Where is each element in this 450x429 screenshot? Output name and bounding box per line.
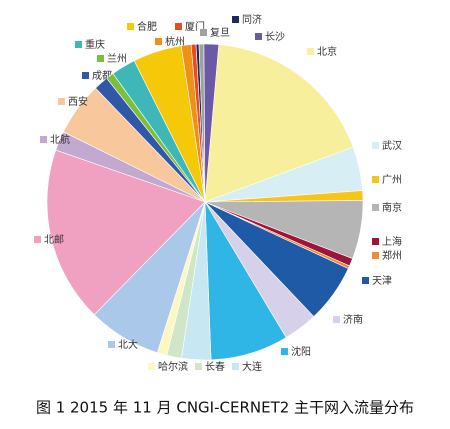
legend-swatch — [175, 23, 182, 30]
slice-label: 杭州 — [165, 35, 185, 48]
legend-swatch — [148, 363, 155, 370]
slice-label: 北邮 — [44, 233, 64, 246]
legend-swatch — [200, 29, 207, 36]
slice-label: 长沙 — [265, 31, 285, 43]
legend-swatch — [40, 136, 47, 143]
legend-swatch — [127, 23, 134, 30]
slice-label: 同济 — [242, 13, 262, 26]
legend-swatch — [232, 363, 239, 370]
legend-swatch — [108, 341, 115, 348]
slice-label: 沈阳 — [291, 345, 311, 358]
slice-label: 哈尔滨 — [158, 360, 188, 373]
legend-swatch — [195, 363, 202, 370]
legend-swatch — [232, 16, 239, 23]
legend-swatch — [372, 204, 379, 211]
slice-label: 北大 — [118, 338, 138, 351]
legend-swatch — [362, 277, 369, 284]
legend-swatch — [281, 348, 288, 355]
slice-label: 长春 — [205, 361, 225, 373]
slice-label: 大连 — [242, 360, 262, 373]
slice-label: 兰州 — [107, 52, 127, 65]
slice-label: 天津 — [372, 275, 392, 287]
slice-label: 北京 — [317, 45, 337, 58]
legend-swatch — [58, 98, 65, 105]
legend-swatch — [372, 176, 379, 183]
slice-label: 济南 — [343, 313, 363, 326]
slice-label: 南京 — [382, 201, 402, 214]
legend-swatch — [307, 48, 314, 55]
pie-slice — [204, 44, 354, 203]
pie-slice — [203, 43, 220, 203]
slice-label: 上海 — [382, 235, 402, 248]
slice-label: 武汉 — [382, 139, 402, 152]
legend-swatch — [82, 72, 89, 79]
pie-slice — [46, 149, 206, 316]
legend-swatch — [97, 55, 104, 62]
legend-swatch — [34, 236, 41, 243]
slice-label: 郑州 — [382, 249, 402, 262]
slice-label: 重庆 — [85, 38, 105, 51]
legend-swatch — [372, 238, 379, 245]
legend-swatch — [372, 142, 379, 149]
legend-swatch — [155, 38, 162, 45]
legend-swatch — [333, 316, 340, 323]
slice-label: 复旦 — [210, 26, 230, 39]
slice-label: 广州 — [382, 174, 402, 186]
slice-label: 西安 — [68, 95, 88, 108]
caption: 图 1 2015 年 11 月 CNGI-CERNET2 主干网入流量分布 — [36, 399, 414, 417]
slice-label: 北航 — [50, 133, 70, 146]
legend-swatch — [75, 41, 82, 48]
slice-label: 合肥 — [137, 20, 157, 33]
legend-swatch — [255, 33, 262, 40]
legend-swatch — [372, 252, 379, 259]
